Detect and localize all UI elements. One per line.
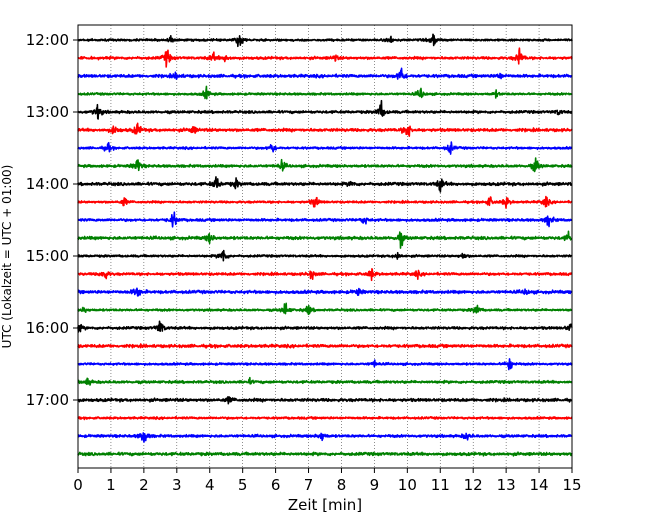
trace-1545 [77, 302, 573, 316]
y-tick-label: 12:00 [26, 31, 69, 49]
x-tick-label: 13 [497, 476, 516, 494]
trace-1300 [77, 99, 573, 120]
plot-frame [77, 24, 573, 469]
x-tick-label: 2 [139, 476, 149, 494]
trace-1415 [77, 195, 573, 209]
trace-1500 [77, 249, 573, 262]
trace-1315 [77, 122, 573, 137]
trace-1345 [77, 157, 573, 173]
x-tick-label: 10 [398, 476, 417, 494]
y-tick-label: 14:00 [26, 175, 69, 193]
x-tick-label: 11 [431, 476, 450, 494]
y-tick-label: 15:00 [26, 247, 69, 265]
trace-1745 [77, 451, 573, 457]
x-tick-label: 3 [172, 476, 182, 494]
trace-1715 [77, 415, 573, 421]
y-tick-label: 13:00 [26, 103, 69, 121]
x-axis-ticks: 0 1 2 3 4 5 6 7 8 9 10 11 12 13 14 15 [73, 468, 582, 494]
x-tick-label: 0 [73, 476, 83, 494]
x-tick-label: 1 [106, 476, 116, 494]
y-axis-label: UTC (Lokalzeit = UTC + 01:00) [0, 165, 14, 349]
trace-1400 [77, 176, 573, 193]
trace-1730 [77, 432, 573, 443]
trace-1330 [77, 141, 573, 155]
x-tick-label: 14 [530, 476, 549, 494]
trace-1645 [77, 376, 573, 386]
trace-1430 [77, 211, 573, 228]
trace-1230 [77, 67, 573, 80]
x-tick-label: 6 [271, 476, 281, 494]
y-tick-label: 16:00 [26, 319, 69, 337]
x-axis-label: Zeit [min] [288, 496, 362, 514]
trace-1200 [77, 33, 573, 48]
x-tick-label: 9 [370, 476, 380, 494]
x-tick-label: 7 [304, 476, 314, 494]
trace-1245 [77, 85, 573, 100]
trace-1515 [77, 267, 573, 282]
x-tick-label: 15 [562, 476, 581, 494]
x-tick-label: 4 [205, 476, 215, 494]
trace-1615 [77, 343, 573, 349]
x-tick-label: 5 [238, 476, 248, 494]
x-tick-label: 12 [464, 476, 483, 494]
trace-1600 [77, 320, 573, 333]
trace-1215 [77, 47, 573, 68]
trace-1700 [77, 396, 573, 405]
trace-1445 [77, 230, 573, 249]
trace-1530 [77, 287, 573, 297]
trace-1630 [77, 358, 573, 371]
traces [77, 33, 573, 457]
y-axis-ticks: 12:00 13:00 14:00 15:00 16:00 17:00 [26, 31, 78, 409]
x-tick-label: 8 [337, 476, 347, 494]
y-tick-label: 17:00 [26, 391, 69, 409]
